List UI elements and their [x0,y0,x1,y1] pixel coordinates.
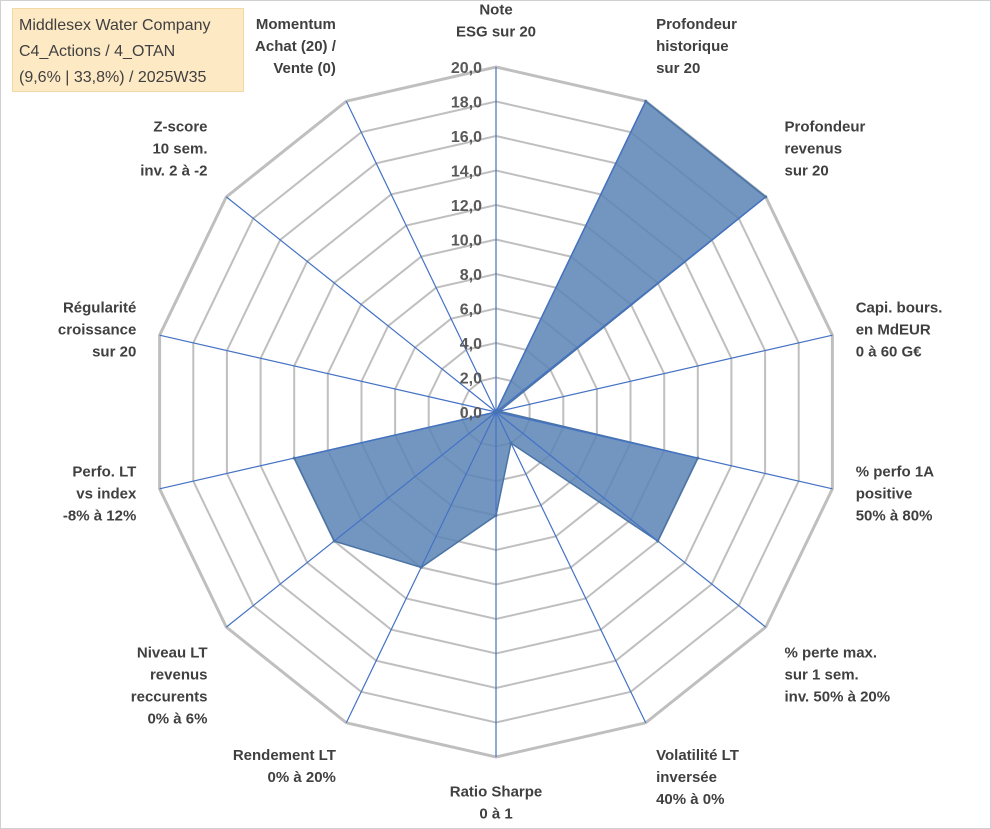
category-label-line: vs index [76,486,137,503]
category-label: Perfo. LT vs index -8% à 12% [63,464,137,525]
category-label-line: Achat (20) / [255,38,337,55]
category-label-line: inv. 2 à -2 [140,162,207,179]
category-label-line: -8% à 12% [63,508,136,525]
tick-label: 10,0 [451,233,482,250]
chart-title-box: Middlesex Water Company C4_Actions / 4_O… [12,8,244,92]
category-label: Volatilité LT inversée 40% à 0% [656,747,739,808]
category-label: Capi. bours. en MdEUR 0 à 60 G€ [856,299,943,360]
category-label-line: revenus [785,140,843,157]
category-label-line: sur 1 sem. [785,667,859,684]
category-label-line: 0% à 6% [147,711,207,728]
data-point [656,539,660,543]
category-label-line: % perte max. [785,645,878,662]
portfolio-category: C4_Actions / 4_OTAN [19,43,176,60]
category-label-line: Vente (0) [273,60,336,77]
category-label: Profondeur revenus sur 20 [785,118,866,179]
axis-spoke [225,196,497,413]
category-label-line: Note [479,1,512,18]
axis-spoke [495,334,833,413]
category-label: Momentum Achat (20) / Vente (0) [255,16,337,77]
category-label-line: 40% à 0% [656,791,724,808]
data-point [764,195,768,199]
axis-spoke [225,411,497,628]
category-label-line: inv. 50% à 20% [785,689,891,706]
category-label-line: reccurents [131,689,208,706]
axis-spoke [495,100,647,413]
axis-spoke [495,196,767,413]
tick-label: 8,0 [460,267,482,284]
tick-label: 6,0 [460,302,482,319]
tick-label: 2,0 [460,371,482,388]
data-point [497,409,501,413]
data-point [644,99,648,103]
category-label-line: % perfo 1A [856,464,935,481]
tick-label: 12,0 [451,198,482,215]
category-label: % perfo 1A positive 50% à 80% [856,464,935,525]
tick-label: 0,0 [460,405,482,422]
company-name: Middlesex Water Company [19,17,211,34]
category-label: Z-score 10 sem. inv. 2 à -2 [140,118,207,179]
data-point [696,456,700,460]
category-label-line: Régularité [63,299,136,316]
category-label: Niveau LT revenus reccurents 0% à 6% [131,645,208,728]
category-label-line: Volatilité LT [656,747,739,764]
category-label: % perte max. sur 1 sem. inv. 50% à 20% [785,645,891,706]
category-label-line: positive [856,486,913,503]
category-label-line: 0 à 1 [479,805,512,822]
category-label-line: Momentum [256,16,336,33]
category-label-line: Niveau LT [137,645,208,662]
data-point [292,456,296,460]
data-point [419,565,423,569]
category-label-line: sur 20 [92,343,136,360]
category-label-line: 10 sem. [152,140,207,157]
category-label-line: Capi. bours. [856,299,943,316]
tick-label: 18,0 [451,95,482,112]
category-label-line: sur 20 [656,60,700,77]
data-point [494,410,498,414]
tick-label: 14,0 [451,164,482,181]
tick-label: 20,0 [451,60,482,77]
category-label-line: ESG sur 20 [456,23,536,40]
category-label-line: 50% à 80% [856,508,933,525]
category-label-line: en MdEUR [856,321,931,338]
tick-label: 4,0 [460,336,482,353]
category-label-line: croissance [58,321,136,338]
category-label-line: Profondeur [656,16,737,33]
category-label-line: historique [656,38,729,55]
data-point [509,441,513,445]
data-point [494,514,498,517]
category-label-line: Rendement LT [233,747,336,764]
category-label-line: Z-score [153,118,207,135]
tick-label: 16,0 [451,129,482,146]
series-area [293,100,767,569]
category-label-line: 0 à 60 G€ [856,343,923,360]
axis-spoke [345,100,497,413]
score-summary: (9,6% | 33,8%) / 2025W35 [19,69,207,86]
axis-spoke [159,411,497,490]
axis-spoke [495,411,767,628]
category-label-line: inversée [656,769,717,786]
category-label-line: 0% à 20% [268,769,336,786]
axis-spoke [159,334,497,413]
category-label-line: Perfo. LT [72,464,136,481]
category-label: Note ESG sur 20 [456,1,536,40]
axis-spoke [495,411,833,490]
category-label-line: revenus [150,667,208,684]
axis-spoke [495,411,647,724]
category-label-line: Profondeur [785,118,866,135]
category-label: Rendement LT 0% à 20% [233,747,336,786]
category-label: Régularité croissance sur 20 [58,299,136,360]
category-label-line: sur 20 [785,162,829,179]
data-point [332,539,336,543]
category-label: Profondeur historique sur 20 [656,16,737,77]
category-label: Ratio Sharpe 0 à 1 [450,783,543,822]
category-label-line: Ratio Sharpe [450,783,543,800]
